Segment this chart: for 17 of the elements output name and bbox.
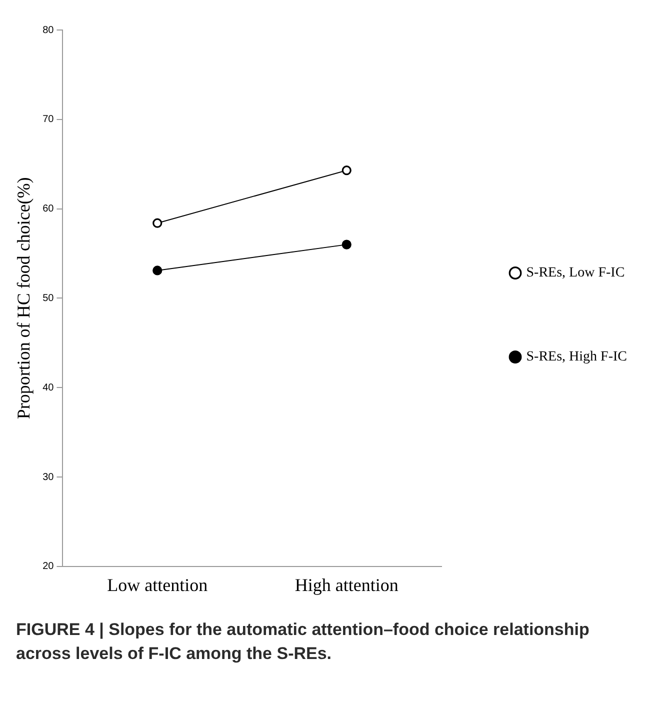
- y-tick-label: 50: [42, 292, 54, 304]
- point: [152, 266, 162, 276]
- x-tick-label: Low attention: [107, 574, 208, 595]
- legend-label: S-REs, High F-IC: [526, 350, 627, 365]
- caption: FIGURE 4 | Slopes for the automatic attention–food choice relationship across levels of F-IC among the S-REs.: [16, 619, 590, 665]
- y-tick-label: 40: [42, 382, 54, 394]
- y-tick-label: 70: [42, 114, 54, 126]
- y-tick-label: 30: [42, 472, 54, 483]
- point: [152, 218, 162, 228]
- legend-label: S-REs, Low F-IC: [526, 266, 625, 281]
- y-tick-label: 60: [42, 204, 54, 215]
- point: [342, 240, 352, 250]
- y-tick-label: 80: [42, 24, 54, 36]
- x-tick-label: High attention: [294, 574, 398, 595]
- y-axis-title: Proportion of HC food choice(%): [14, 177, 34, 420]
- y-tick-label: 20: [42, 561, 54, 572]
- point: [342, 166, 352, 176]
